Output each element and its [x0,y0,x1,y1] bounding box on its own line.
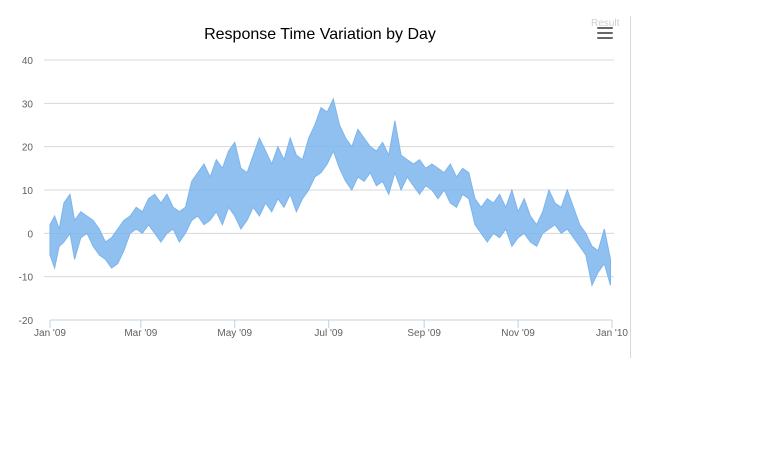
y-tick-label: 20 [22,143,34,154]
y-tick-label: 10 [22,186,34,197]
chart-title: Response Time Variation by Day [204,26,436,43]
result-label: Result [591,18,620,29]
y-tick-label: -20 [19,316,34,327]
chart-menu-icon[interactable] [597,27,613,41]
y-tick-label: 30 [22,99,34,110]
x-tick-label: Jul '09 [314,328,343,339]
y-tick-label: 40 [22,56,34,67]
x-tick-label: Mar '09 [124,328,157,339]
plot-area [49,97,611,287]
x-tick-label: Sep '09 [407,328,441,339]
x-axis: Jan '09 Mar '09 May '09 Jul '09 Sep '09 Nov '… [34,319,628,339]
series-area-range [49,97,611,287]
x-tick-label: Nov '09 [501,328,535,339]
y-tick-label: -10 [19,273,34,284]
x-tick-label: Jan '10 [596,328,628,339]
y-tick-label: 0 [27,229,33,240]
x-tick-label: May '09 [217,328,252,339]
panel-divider [630,16,631,358]
grid-lines [44,59,614,278]
x-tick-label: Jan '09 [34,328,66,339]
y-axis-labels: -20 -10 0 10 20 30 40 [19,56,34,327]
